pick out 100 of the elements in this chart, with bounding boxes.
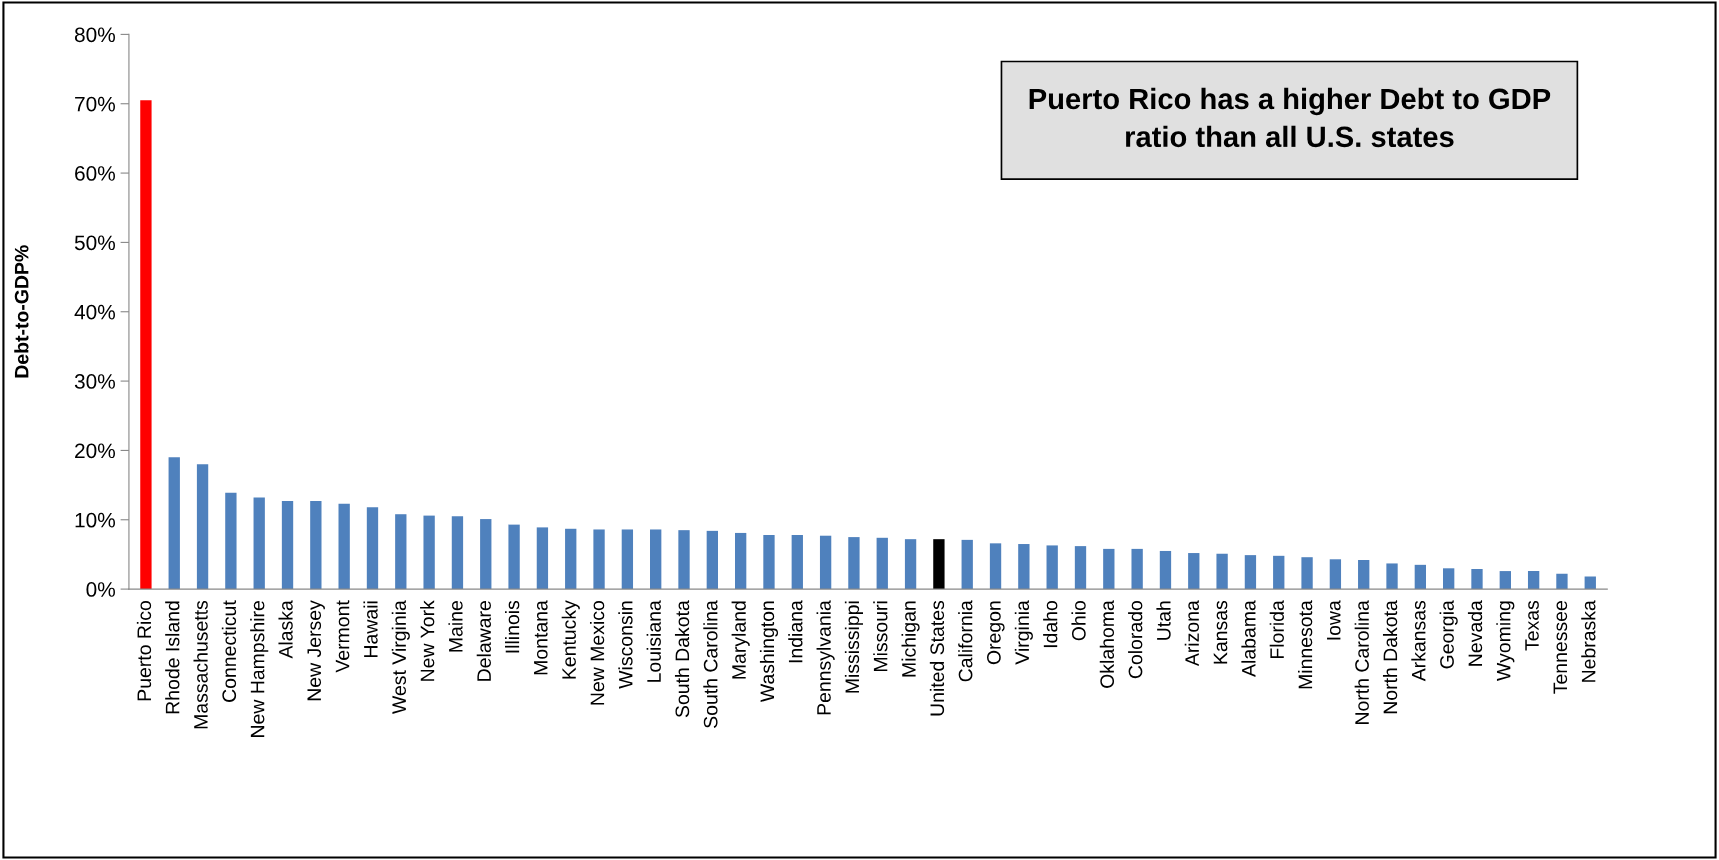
x-tick-label: Virginia xyxy=(1014,600,1033,665)
bar xyxy=(1273,555,1285,590)
bar xyxy=(366,507,379,590)
x-tick-label: Alaska xyxy=(278,600,293,659)
bar xyxy=(650,529,662,590)
bar xyxy=(1301,557,1313,590)
bar xyxy=(706,530,718,590)
bar xyxy=(819,535,832,590)
y-tick-label: 50% xyxy=(74,235,115,251)
x-tick-label: New Jersey xyxy=(307,600,325,701)
bar xyxy=(593,529,605,590)
bar xyxy=(281,501,294,590)
x-tick-label: Kentucky xyxy=(561,600,580,679)
bar xyxy=(1499,571,1511,590)
bar xyxy=(734,532,747,590)
x-tick-label: California xyxy=(958,600,973,682)
x-tick-label: Oregon xyxy=(986,601,1005,665)
x-tick-label: Idaho xyxy=(1043,601,1058,648)
bar xyxy=(791,535,803,590)
bar xyxy=(480,519,492,590)
x-tick-label: New York xyxy=(420,600,435,681)
x-tick-label: Alabama xyxy=(1241,600,1256,677)
bar xyxy=(1471,568,1483,590)
x-tick-label: Massachusetts xyxy=(193,600,208,729)
bar xyxy=(1358,559,1370,590)
bar xyxy=(225,492,237,590)
bar xyxy=(1329,559,1342,590)
x-tick-label: Arkansas xyxy=(1411,600,1426,682)
bar xyxy=(904,539,917,590)
x-tick-label: Oklahoma xyxy=(1099,600,1115,688)
bar xyxy=(1216,553,1228,590)
bar xyxy=(1244,555,1257,590)
x-tick-label: Maine xyxy=(448,601,463,652)
x-tick-label: Puerto Rico xyxy=(136,601,152,701)
bar xyxy=(848,537,860,590)
bar xyxy=(1556,573,1568,590)
y-axis-title: Debt-to-GDP% xyxy=(14,245,29,378)
text: Puerto Rico has a higher Debt to GDP ratio than all U.S. states xyxy=(1029,87,1551,148)
x-tick-label: New Hampshire xyxy=(250,601,269,737)
x-tick-label: Mississippi xyxy=(844,601,863,693)
bar xyxy=(395,514,407,590)
y-tick-label: 20% xyxy=(75,443,115,459)
bar xyxy=(451,516,464,590)
x-tick-label: Tennessee xyxy=(1553,601,1568,694)
bar xyxy=(508,524,520,590)
bar xyxy=(168,457,180,590)
x-tick-label: Florida xyxy=(1269,600,1284,659)
bar xyxy=(1074,546,1087,590)
x-tick-label: Kansas xyxy=(1213,600,1228,664)
bar xyxy=(1046,545,1058,590)
x-tick-label: South Carolina xyxy=(703,600,718,728)
x-tick-label: South Dakota xyxy=(674,600,690,718)
y-tick-label: 30% xyxy=(74,374,115,389)
bar xyxy=(423,515,435,590)
x-tick-label: Pennsylvania xyxy=(816,600,835,715)
x-tick-label: Illinois xyxy=(505,600,520,653)
bar xyxy=(310,501,322,590)
y-tick-label: 10% xyxy=(75,512,115,528)
x-tick-label: Connecticut xyxy=(221,600,237,702)
x-tick-label: Nevada xyxy=(1467,600,1483,666)
bar xyxy=(876,537,888,590)
y-tick-label: 40% xyxy=(74,304,115,320)
bar xyxy=(989,543,1002,590)
x-tick-label: Wyoming xyxy=(1496,601,1515,681)
x-tick-label: Arizona xyxy=(1184,600,1199,667)
x-tick-label: Wisconsin xyxy=(618,601,633,689)
bar xyxy=(196,464,209,590)
x-tick-label: Missouri xyxy=(873,601,888,671)
y-tick-label: 70% xyxy=(75,96,115,112)
x-tick-label: Michigan xyxy=(901,601,920,677)
bar xyxy=(1159,550,1172,590)
x-tick-label: North Carolina xyxy=(1354,600,1369,724)
x-tick-label: Louisiana xyxy=(646,600,661,682)
x-tick-label: United States xyxy=(929,600,945,716)
x-tick-label: Nebraska xyxy=(1581,600,1596,682)
x-tick-label: Hawaii xyxy=(363,601,378,657)
bar xyxy=(1103,548,1115,590)
bar xyxy=(678,530,690,590)
x-tick-label: Utah xyxy=(1156,601,1171,640)
bar xyxy=(140,100,152,590)
bar xyxy=(565,528,577,590)
x-tick-label: Georgia xyxy=(1439,600,1458,669)
bar xyxy=(253,497,265,590)
y-tick-label: 60% xyxy=(75,166,115,181)
x-tick-label: Delaware xyxy=(476,601,491,681)
bar xyxy=(1527,571,1540,590)
x-tick-label: West Virginia xyxy=(391,600,410,714)
bar xyxy=(1443,568,1455,590)
y-tick-label: 80% xyxy=(74,27,115,43)
bar xyxy=(1188,553,1200,590)
x-tick-label: Vermont xyxy=(335,600,350,673)
x-tick-label: North Dakota xyxy=(1382,600,1398,714)
x-tick-label: Maryland xyxy=(731,601,750,679)
x-tick-label: Montana xyxy=(534,600,548,675)
bar xyxy=(621,529,634,590)
x-tick-label: Rhode Island xyxy=(165,601,180,714)
x-tick-label: Minnesota xyxy=(1298,600,1313,689)
x-tick-label: Colorado xyxy=(1128,601,1143,679)
x-tick-label: Texas xyxy=(1525,600,1539,651)
bar xyxy=(763,535,775,590)
